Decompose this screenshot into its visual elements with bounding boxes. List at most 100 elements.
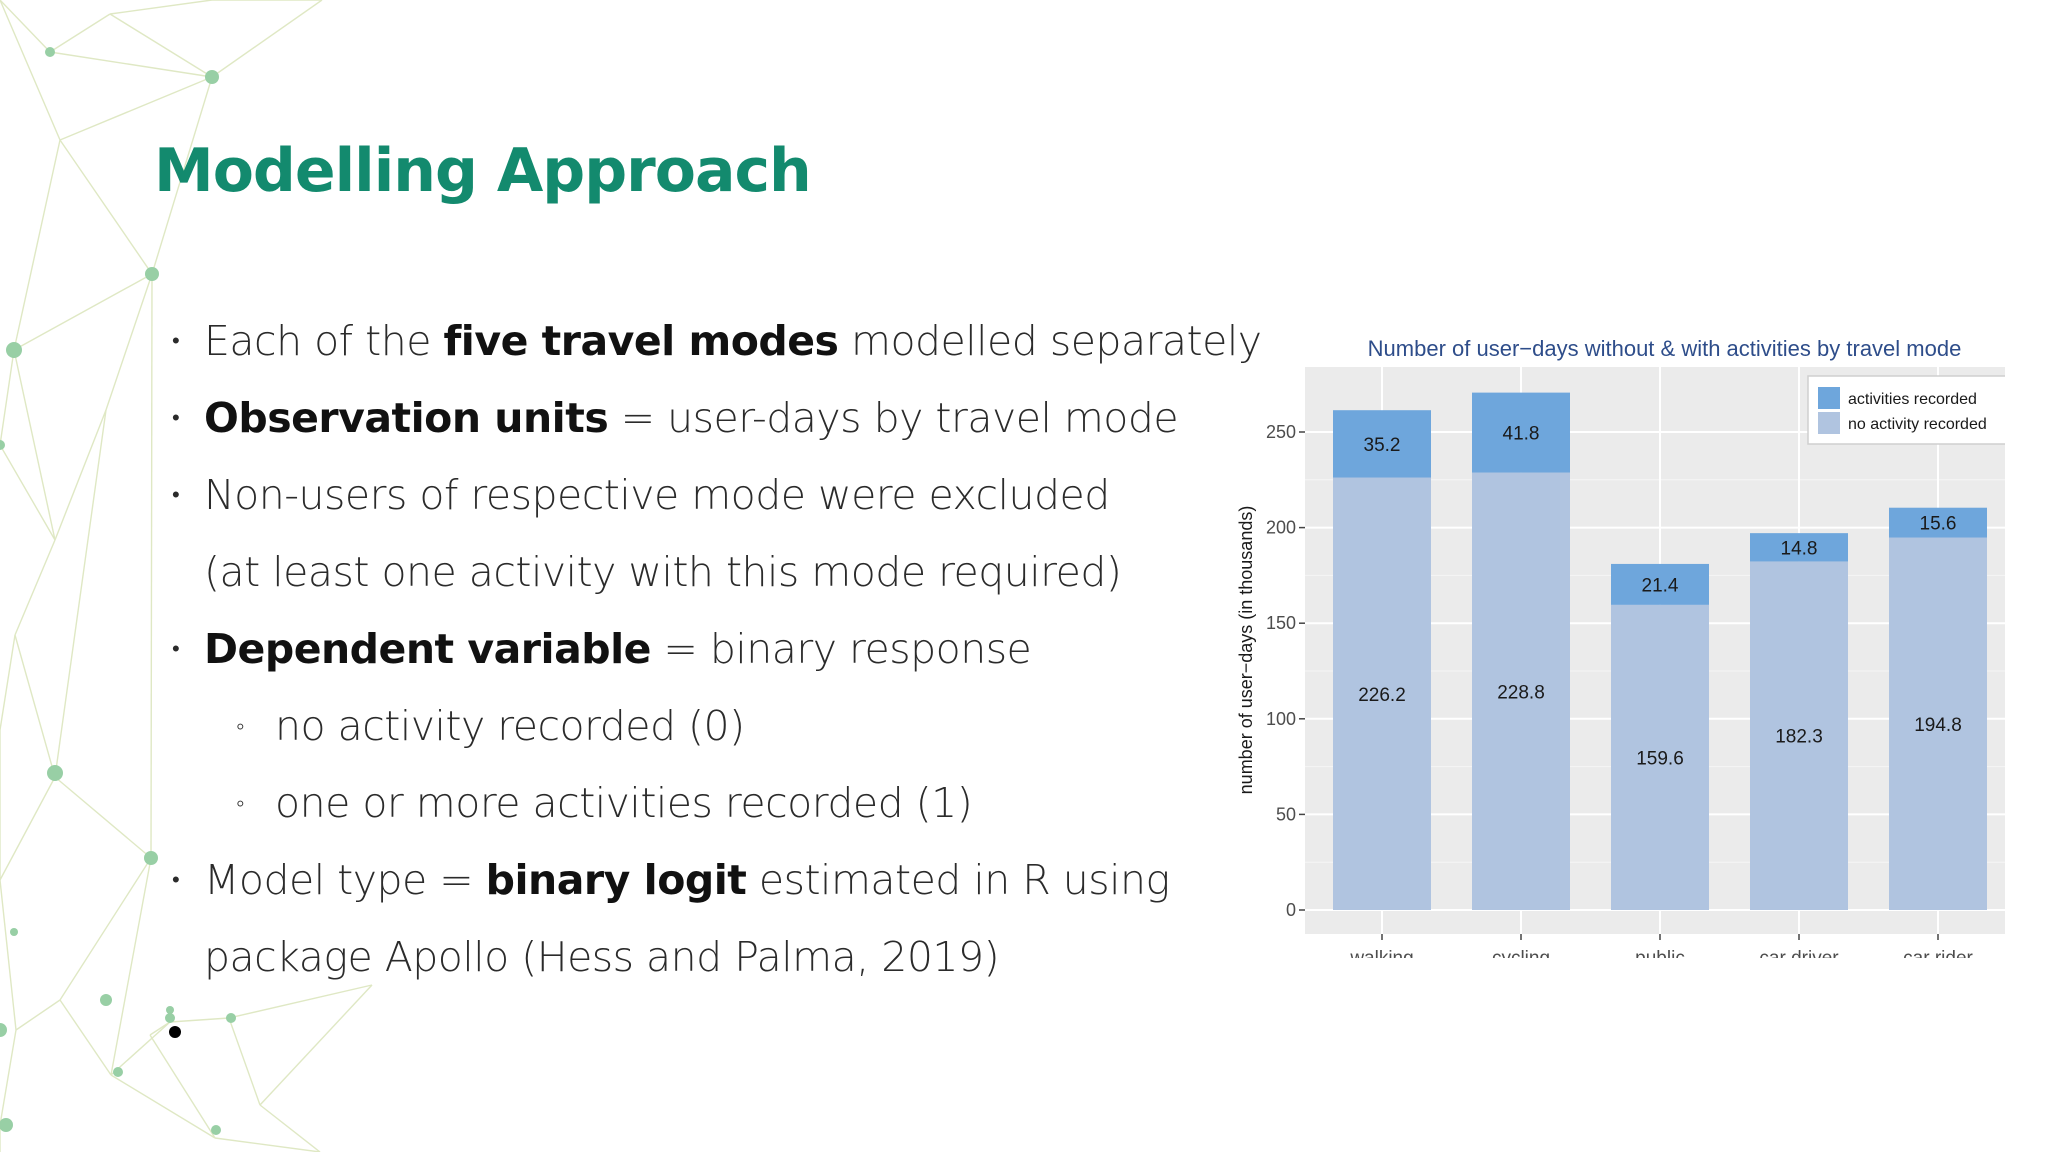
network-node <box>100 994 112 1006</box>
network-edge <box>0 349 15 446</box>
bullet-marker: • <box>172 637 180 662</box>
y-tick-label: 250 <box>1266 422 1296 442</box>
empty-bullet-marker <box>169 1026 181 1038</box>
network-node <box>0 1023 7 1037</box>
network-node <box>165 1013 175 1023</box>
bar-value-label: 182.3 <box>1775 727 1823 748</box>
bullet-marker: • <box>172 329 180 354</box>
sub-bullet-marker: ◦ <box>236 712 245 740</box>
network-edge <box>15 999 61 1031</box>
bullet-line: • Non-users of respective mode were exclu… <box>172 457 1252 534</box>
network-edge <box>49 13 111 53</box>
bullet-text: package Apollo (Hess and Palma, 2019) <box>204 919 1000 996</box>
bold-text: binary logit <box>485 856 747 904</box>
bullet-line: • Model type = binary logit estimated in … <box>172 842 1252 919</box>
bar-value-label: 15.6 <box>1920 514 1957 535</box>
network-node <box>0 440 5 450</box>
bar-value-label: 226.2 <box>1358 685 1406 706</box>
network-edge <box>59 139 153 275</box>
x-tick-label: walking <box>1349 948 1413 958</box>
network-node <box>205 70 219 84</box>
network-node <box>47 765 63 781</box>
network-edge <box>59 999 112 1076</box>
bar-segment <box>1889 507 1987 538</box>
x-tick-label: car driver <box>1759 948 1839 958</box>
network-edge <box>54 776 152 859</box>
bar-value-label: 228.8 <box>1497 682 1545 703</box>
network-edge <box>110 1074 216 1139</box>
text-run: = user-days by travel mode <box>608 394 1179 442</box>
network-edge <box>149 1034 216 1139</box>
network-edge <box>54 409 107 778</box>
bar-value-label: 159.6 <box>1636 748 1684 769</box>
text-run: (at least one activity with this mode re… <box>204 548 1122 596</box>
network-edge <box>14 634 56 778</box>
bullet-line: package Apollo (Hess and Palma, 2019) <box>172 919 1252 996</box>
network-node <box>0 1118 13 1132</box>
network-node <box>45 47 55 57</box>
network-edge <box>0 879 17 1031</box>
network-edge <box>0 0 51 53</box>
bar-segment <box>1750 561 1848 910</box>
decorative-network-pattern <box>0 0 373 1152</box>
bar-value-label: 21.4 <box>1642 575 1679 596</box>
network-edge <box>110 1021 171 1076</box>
text-run: one or more activities recorded (1) <box>275 779 973 827</box>
network-edge <box>0 1029 17 1126</box>
network-edge <box>109 13 213 78</box>
network-node <box>6 342 22 358</box>
network-edge <box>0 444 56 541</box>
network-edge <box>259 984 373 1106</box>
stacked-bar-chart: Number of user−days without & with activ… <box>1236 336 2005 958</box>
bar-value-label: 41.8 <box>1503 424 1540 445</box>
text-run: Model type = <box>204 856 486 904</box>
network-edge <box>54 409 107 541</box>
text-run: no activity recorded (0) <box>275 702 745 750</box>
bar-segment <box>1750 533 1848 562</box>
network-edge <box>13 273 153 351</box>
network-edge <box>110 857 152 1076</box>
legend-swatch <box>1818 387 1840 409</box>
network-node <box>211 1125 221 1135</box>
chart-title: Number of user−days without & with activ… <box>1368 336 1962 361</box>
bullet-list: • Each of the five travel modes modelled … <box>172 303 1262 996</box>
bullet-text: Observation units = user-days by travel … <box>204 380 1179 457</box>
bar-segment <box>1333 410 1431 478</box>
network-edge <box>211 0 323 78</box>
bar-segment <box>1889 537 1987 910</box>
text-run: estimated in R using <box>746 856 1170 904</box>
legend-label: activities recorded <box>1848 391 1977 408</box>
bullet-text: Dependent variable = binary response <box>204 611 1032 688</box>
network-edge <box>109 0 213 15</box>
network-edge <box>228 984 373 1019</box>
text-run: modelled separately <box>838 317 1262 365</box>
network-edge <box>105 273 153 411</box>
y-tick-label: 200 <box>1266 518 1296 538</box>
y-tick-label: 150 <box>1266 613 1296 633</box>
network-edge <box>214 1137 321 1152</box>
bullet-text: Each of the five travel modes modelled s… <box>204 303 1262 380</box>
network-edge <box>0 776 56 881</box>
network-edge <box>14 539 56 636</box>
network-node <box>113 1067 123 1077</box>
network-node <box>166 1006 174 1014</box>
slide-title: Modelling Approach <box>154 136 812 206</box>
network-edge <box>0 0 61 141</box>
y-tick-label: 50 <box>1276 804 1296 824</box>
bullet-line: (at least one activity with this mode re… <box>172 534 1252 611</box>
bold-text: five travel modes <box>443 317 839 365</box>
network-edge <box>228 1017 261 1106</box>
bullet-text: (at least one activity with this mode re… <box>204 534 1122 611</box>
bar-segment <box>1611 563 1709 605</box>
bar-segment <box>1472 392 1570 473</box>
network-edge <box>13 349 56 541</box>
bullet-line: • Observation units = user-days by travel… <box>172 380 1252 457</box>
y-axis-label: number of user−days (in thousands) <box>1236 506 1256 795</box>
y-tick-label: 100 <box>1266 709 1296 729</box>
bullet-marker: • <box>172 483 180 508</box>
legend-box <box>1807 375 2005 445</box>
network-edge <box>169 1017 230 1023</box>
x-tick-label: cycling <box>1492 948 1550 958</box>
x-tick-label: public <box>1635 948 1685 958</box>
network-edge <box>49 51 213 78</box>
